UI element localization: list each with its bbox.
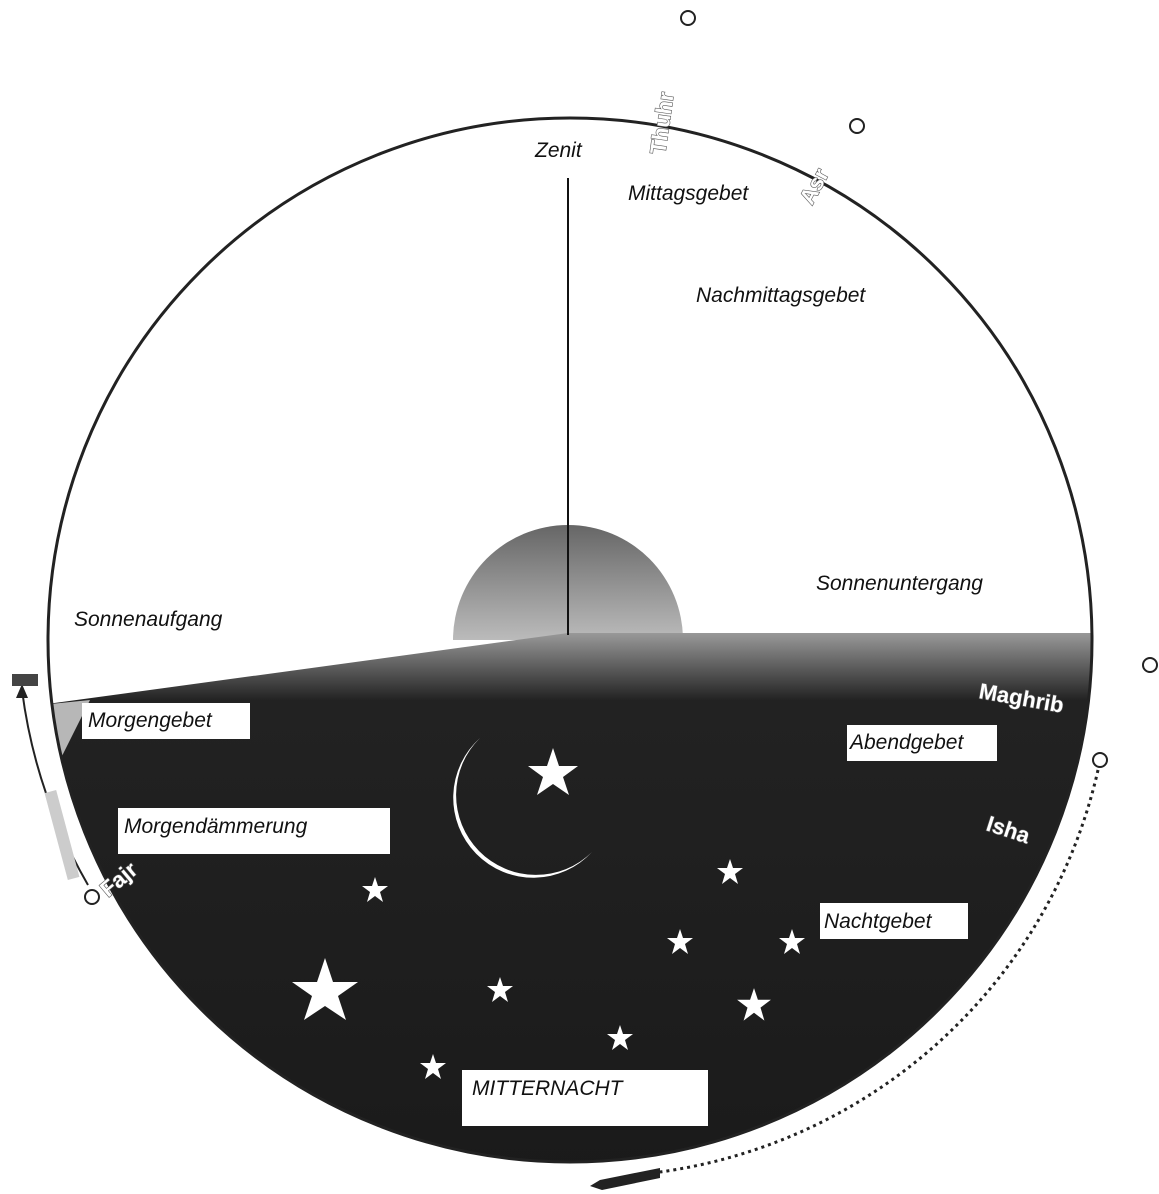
region-label: Mittagsgebet (628, 182, 749, 205)
region-label: Nachtgebet (824, 910, 933, 933)
marker (681, 11, 695, 25)
fajr-bar (12, 674, 38, 686)
prayer-times-diagram: Zenit Mittagsgebet Nachmittagsgebet Sonn… (0, 0, 1159, 1194)
marker (1093, 753, 1107, 767)
zenith-label: Zenit (534, 139, 583, 162)
marker (850, 119, 864, 133)
region-label: Abendgebet (848, 731, 964, 754)
marker (1143, 658, 1157, 672)
region-label: MITTERNACHT (472, 1077, 625, 1100)
region-label: Morgengebet (88, 709, 213, 732)
region-label: Nachmittagsgebet (696, 284, 866, 307)
arrow-head (16, 684, 28, 698)
arrow-head (590, 1168, 660, 1190)
disc (0, 0, 1159, 1194)
marker (85, 890, 99, 904)
region-label: Sonnenaufgang (74, 608, 223, 631)
region-label: Morgendämmerung (124, 815, 308, 838)
region-label: Sonnenuntergang (816, 572, 983, 595)
